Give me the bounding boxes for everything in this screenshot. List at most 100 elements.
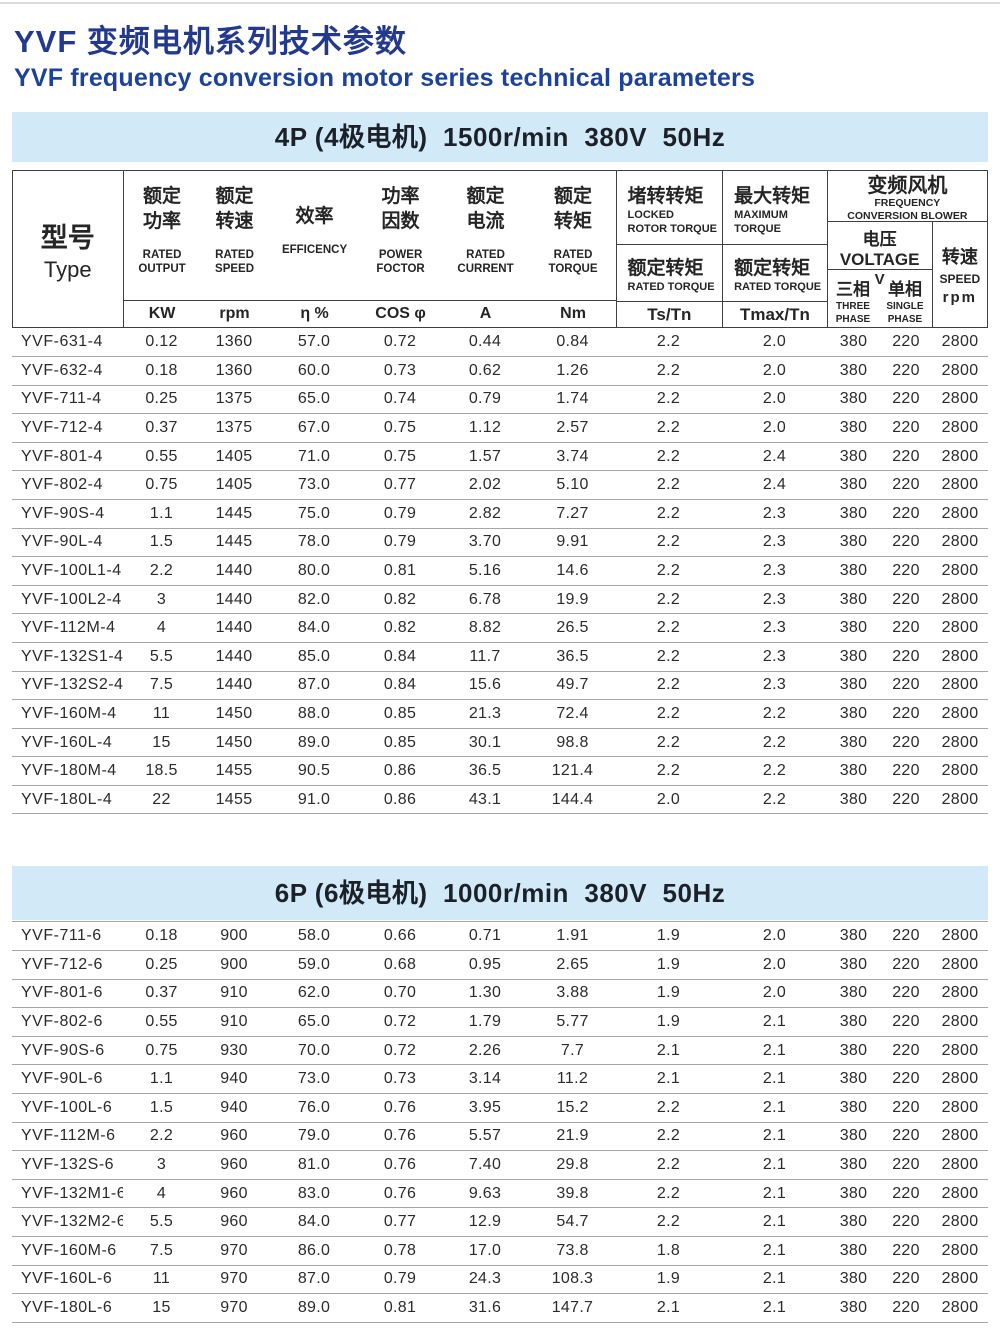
- blower-header: 变频风机 FREQUENCY CONVERSION BLOWER: [827, 171, 987, 223]
- rated-current-cell: 9.63: [440, 1179, 530, 1209]
- table-row: YVF-160M-4 11 1450 88.0 0.85 21.3 72.4 2…: [12, 699, 988, 729]
- rated-speed-cell: 1450: [200, 699, 268, 729]
- power-factor-cell: 0.85: [360, 699, 440, 729]
- efficiency-cell: 59.0: [268, 950, 360, 980]
- blower-speed-cell: 2800: [932, 756, 988, 786]
- motor-type-cell: YVF-632-4: [12, 356, 123, 386]
- page-top-rule: [0, 2, 1000, 4]
- rated-torque-cell: 1.26: [530, 356, 615, 386]
- tmax-tn-cell: 2.1: [722, 1265, 827, 1295]
- rated-output-cell: 1.5: [123, 1093, 200, 1123]
- section-6p: 6P (6极电机) 1000r/min 380V 50Hz YVF-711-6 …: [12, 866, 988, 1323]
- single-phase-voltage-cell: 220: [880, 699, 932, 729]
- blower-speed-cell: 2800: [932, 1293, 988, 1323]
- table-row: YVF-90S-4 1.1 1445 75.0 0.79 2.82 7.27 2…: [12, 499, 988, 529]
- tmax-tn-cell: 2.3: [722, 671, 827, 701]
- col-header-maximum-torque: 最大转矩 MAXIMUM TORQUE 额定转矩 RATED TORQUE Tm…: [722, 171, 827, 328]
- rated-output-cell: 22: [123, 785, 200, 815]
- table-row: YVF-132M1-6 4 960 83.0 0.76 9.63 39.8 2.…: [12, 1179, 988, 1209]
- ts-tn-cell: 2.2: [615, 1179, 722, 1209]
- single-phase-voltage-cell: 220: [880, 728, 932, 758]
- motor-type-cell: YVF-100L1-4: [12, 556, 123, 586]
- power-factor-cell: 0.76: [360, 1179, 440, 1209]
- motor-type-cell: YVF-160L-6: [12, 1265, 123, 1295]
- rated-speed-cell: 970: [200, 1236, 268, 1266]
- rated-torque-cell: 72.4: [530, 699, 615, 729]
- rated-output-cell: 5.5: [123, 642, 200, 672]
- rated-torque-cell: 1.74: [530, 385, 615, 415]
- unit-eta: η %: [300, 305, 329, 323]
- ts-tn-cell: 2.2: [615, 328, 722, 357]
- three-phase-voltage-cell: 380: [827, 613, 880, 643]
- power-factor-cell: 0.72: [360, 328, 440, 357]
- motor-type-cell: YVF-112M-4: [12, 613, 123, 643]
- motor-type-cell: YVF-132M2-6: [12, 1207, 123, 1238]
- col-header-rated-current: 额定 电流 RATED CURRENT: [457, 186, 514, 276]
- unit-tmax-tn: Tmax/Tn: [739, 304, 810, 324]
- rated-speed-cell: 960: [200, 1207, 268, 1238]
- motor-type-cell: YVF-112M-6: [12, 1122, 123, 1152]
- tmax-tn-cell: 2.3: [722, 613, 827, 643]
- rated-speed-cell: 960: [200, 1179, 268, 1209]
- motor-type-cell: YVF-160L-4: [12, 728, 123, 758]
- rated-current-cell: 12.9: [440, 1207, 530, 1238]
- efficiency-cell: 76.0: [268, 1093, 360, 1123]
- three-phase-voltage-cell: 380: [827, 528, 880, 558]
- three-phase-voltage-cell: 380: [827, 442, 880, 472]
- single-phase-voltage-cell: 220: [880, 1207, 932, 1238]
- motor-type-cell: YVF-132S1-4: [12, 642, 123, 672]
- three-phase-voltage-cell: 380: [827, 921, 880, 952]
- rated-torque-cell: 3.74: [530, 442, 615, 472]
- power-factor-cell: 0.76: [360, 1122, 440, 1152]
- rated-current-cell: 2.82: [440, 499, 530, 529]
- table-row: YVF-712-4 0.37 1375 67.0 0.75 1.12 2.57 …: [12, 413, 988, 443]
- tmax-tn-cell: 2.1: [722, 1293, 827, 1323]
- single-phase-voltage-cell: 220: [880, 1150, 932, 1180]
- rated-torque-cell: 144.4: [530, 785, 615, 815]
- motor-type-cell: YVF-100L2-4: [12, 585, 123, 615]
- single-phase-voltage-cell: 220: [880, 556, 932, 586]
- three-phase-voltage-cell: 380: [827, 470, 880, 500]
- rated-current-cell: 3.95: [440, 1093, 530, 1123]
- rated-current-cell: 5.16: [440, 556, 530, 586]
- efficiency-cell: 62.0: [268, 979, 360, 1009]
- rated-current-cell: 1.79: [440, 1007, 530, 1037]
- single-phase-voltage-cell: 220: [880, 585, 932, 615]
- rated-torque-cell: 54.7: [530, 1207, 615, 1238]
- motor-type-cell: YVF-90L-6: [12, 1064, 123, 1095]
- blower-speed-cell: 2800: [932, 470, 988, 500]
- rated-current-cell: 1.12: [440, 413, 530, 443]
- table-row: YVF-631-4 0.12 1360 57.0 0.72 0.44 0.84 …: [12, 328, 988, 357]
- rated-speed-cell: 1440: [200, 556, 268, 586]
- table-row: YVF-132S-6 3 960 81.0 0.76 7.40 29.8 2.2…: [12, 1150, 988, 1180]
- table-row: YVF-801-4 0.55 1405 71.0 0.75 1.57 3.74 …: [12, 442, 988, 472]
- rated-current-cell: 2.26: [440, 1036, 530, 1066]
- single-phase-voltage-cell: 220: [880, 1265, 932, 1295]
- rated-speed-cell: 910: [200, 1007, 268, 1037]
- tmax-tn-cell: 2.1: [722, 1150, 827, 1180]
- ts-tn-cell: 2.1: [615, 1293, 722, 1323]
- rated-current-cell: 5.57: [440, 1122, 530, 1152]
- rated-speed-cell: 1445: [200, 528, 268, 558]
- rated-current-cell: 0.62: [440, 356, 530, 386]
- ts-tn-cell: 2.2: [615, 356, 722, 386]
- rated-current-cell: 0.44: [440, 328, 530, 357]
- unit-kw: KW: [148, 305, 176, 323]
- unit-rpm: rpm: [219, 305, 250, 323]
- single-phase-voltage-cell: 220: [880, 613, 932, 643]
- unit-cosphi: COS φ: [375, 305, 426, 323]
- power-factor-cell: 0.84: [360, 671, 440, 701]
- motor-type-cell: YVF-180L-4: [12, 785, 123, 815]
- rated-torque-cell: 39.8: [530, 1179, 615, 1209]
- blower-speed-header: 转速 SPEED rpm: [939, 247, 981, 307]
- ts-tn-cell: 2.2: [615, 470, 722, 500]
- motor-type-cell: YVF-160M-6: [12, 1236, 123, 1266]
- col-header-efficiency: 效率 EFFICENCY: [281, 205, 348, 256]
- data-table-6p: YVF-711-6 0.18 900 58.0 0.66 0.71 1.91 1…: [12, 921, 988, 1323]
- three-phase-voltage-cell: 380: [827, 1293, 880, 1323]
- single-phase-header: 单相 SINGLE PHASE: [886, 280, 924, 325]
- rated-output-cell: 0.55: [123, 1007, 200, 1037]
- power-factor-cell: 0.78: [360, 1236, 440, 1266]
- power-factor-cell: 0.76: [360, 1093, 440, 1123]
- rated-speed-cell: 970: [200, 1293, 268, 1323]
